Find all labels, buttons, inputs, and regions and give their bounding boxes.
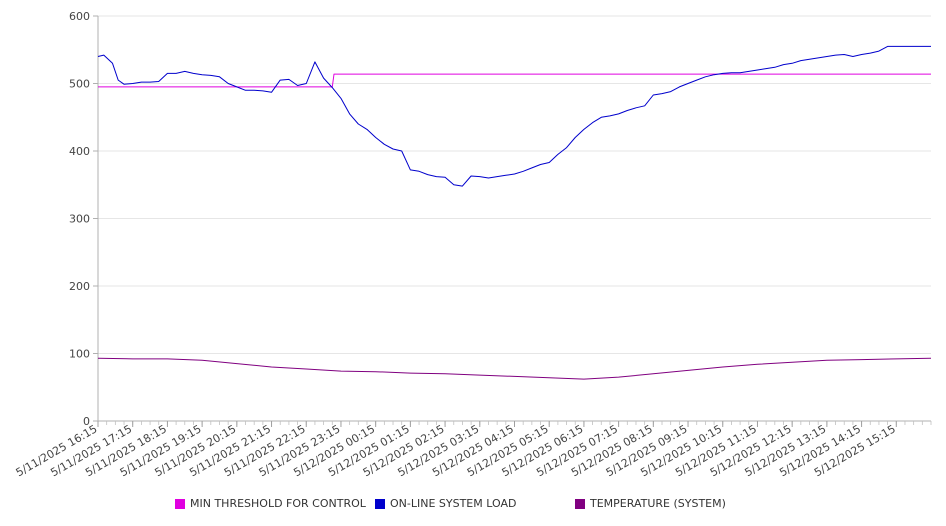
series-line-2 — [97, 357, 932, 380]
y-tick-label: 600 — [69, 10, 90, 23]
y-tick-label: 400 — [69, 145, 90, 158]
series-line-1 — [97, 45, 931, 187]
y-tick-label: 100 — [69, 348, 90, 361]
y-tick-label: 200 — [69, 280, 90, 293]
y-tick-label: 300 — [69, 213, 90, 226]
legend-label-temperature: TEMPERATURE (SYSTEM) — [590, 497, 726, 510]
legend-label-min-threshold: MIN THRESHOLD FOR CONTROL — [190, 497, 366, 510]
series-line-0 — [98, 73, 931, 88]
chart-legend: MIN THRESHOLD FOR CONTROL ON-LINE SYSTEM… — [0, 497, 946, 517]
y-tick-label: 0 — [83, 415, 90, 428]
legend-swatch-min-threshold — [175, 498, 185, 509]
legend-swatch-temperature — [575, 498, 585, 509]
y-tick-label: 500 — [69, 78, 90, 91]
legend-label-system-load: ON-LINE SYSTEM LOAD — [390, 497, 517, 510]
legend-item-system-load: ON-LINE SYSTEM LOAD — [375, 497, 516, 510]
legend-item-min-threshold: MIN THRESHOLD FOR CONTROL — [175, 497, 366, 510]
legend-item-temperature: TEMPERATURE (SYSTEM) — [575, 497, 726, 510]
legend-swatch-system-load — [375, 498, 385, 509]
